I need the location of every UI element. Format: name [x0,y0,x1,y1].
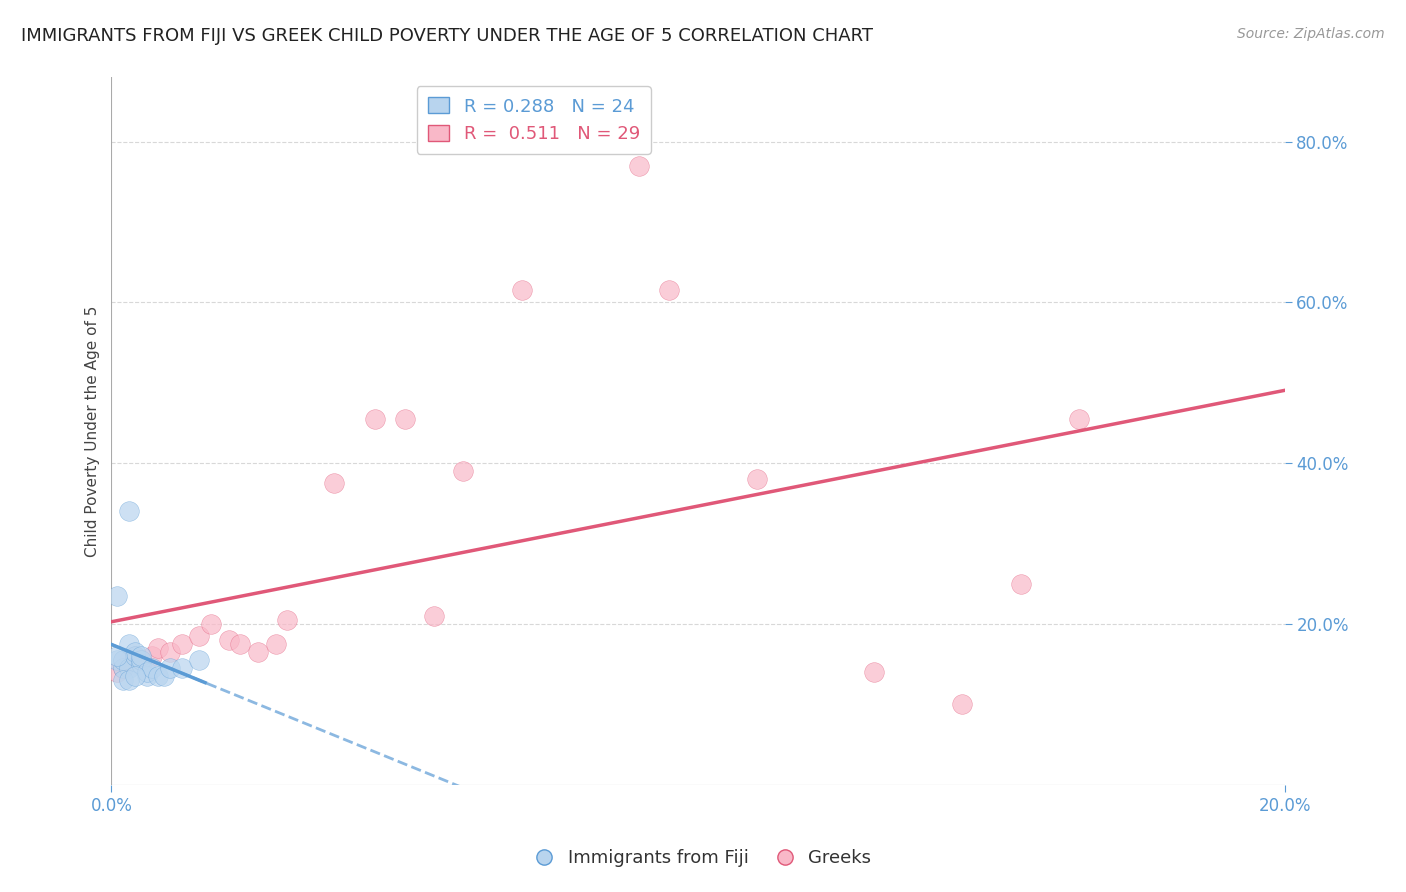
Point [112,673,135,688]
Point [218,633,240,648]
Point [159,661,181,675]
Point [124,649,146,664]
Point [129,653,152,667]
Point [118,504,141,518]
Point [135,665,157,680]
Legend: Immigrants from Fiji, Greeks: Immigrants from Fiji, Greeks [527,842,879,874]
Point [105,665,128,680]
Point [148,669,170,683]
Point [200,617,222,632]
Point [135,669,157,683]
Point [188,629,211,643]
Point [159,645,181,659]
Point [510,284,533,298]
Point [129,649,152,664]
Point [105,649,128,664]
Point [658,284,681,298]
Point [394,412,416,426]
Point [148,641,170,656]
Point [1069,412,1091,426]
Point [950,698,973,712]
Text: Source: ZipAtlas.com: Source: ZipAtlas.com [1237,27,1385,41]
Point [276,613,298,627]
Point [124,649,146,664]
Point [141,649,163,664]
Point [129,653,152,667]
Point [170,637,193,651]
Point [118,661,141,675]
Legend: R = 0.288   N = 24, R =  0.511   N = 29: R = 0.288 N = 24, R = 0.511 N = 29 [416,87,651,153]
Point [364,412,387,426]
Point [453,464,475,478]
Point [129,657,152,672]
Point [124,669,146,683]
Point [188,653,211,667]
Point [118,637,141,651]
Text: IMMIGRANTS FROM FIJI VS GREEK CHILD POVERTY UNDER THE AGE OF 5 CORRELATION CHART: IMMIGRANTS FROM FIJI VS GREEK CHILD POVE… [21,27,873,45]
Point [264,637,287,651]
Point [423,609,446,624]
Point [247,645,270,659]
Point [118,653,141,667]
Point [112,661,135,675]
Point [112,653,135,667]
Point [323,476,346,491]
Point [229,637,252,651]
Point [118,673,141,688]
Point [170,661,193,675]
Point [628,159,651,173]
Point [105,653,128,667]
Point [745,472,768,486]
Point [141,661,163,675]
Point [105,589,128,603]
Point [124,645,146,659]
Y-axis label: Child Poverty Under the Age of 5: Child Poverty Under the Age of 5 [86,305,100,557]
Point [1010,576,1032,591]
Point [112,661,135,675]
Point [153,669,176,683]
Point [863,665,886,680]
